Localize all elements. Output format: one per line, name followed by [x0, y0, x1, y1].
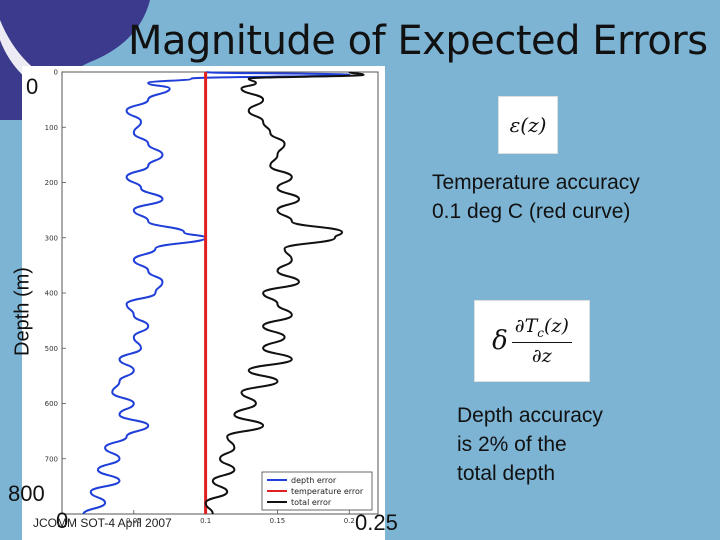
- equation-num-tail: (z): [544, 315, 569, 338]
- depth-max-label: 800: [8, 481, 45, 506]
- chart-legend: depth error temperature error total error: [261, 471, 373, 511]
- temperature-note-line-1: Temperature accuracy: [432, 171, 640, 194]
- depth-note-line-2: is 2% of the: [457, 433, 567, 456]
- y-tick-label: 700: [45, 455, 58, 463]
- y-tick-label: 200: [45, 179, 58, 187]
- x-tick-label: 0.15: [270, 517, 286, 525]
- x-tick-label: 0.05: [126, 517, 142, 525]
- depth-note-line-1: Depth accuracy: [457, 404, 603, 427]
- y-ticks: 0 100 200 300 400 500 600 700: [45, 69, 66, 463]
- depth-zero-label: 0: [26, 74, 39, 99]
- series-lines: [82, 71, 365, 515]
- equation-fraction: ∂Tc(z) ∂z: [511, 315, 572, 367]
- slide-title: Magnitude of Expected Errors: [128, 18, 708, 64]
- x-tick-label: 0.1: [200, 517, 211, 525]
- equation-numerator: ∂Tc(z): [511, 315, 572, 343]
- plot-frame: [22, 66, 385, 540]
- equation-delta: δ: [492, 326, 508, 356]
- temperature-note-line-2: 0.1 deg C (red curve): [432, 200, 631, 223]
- legend-label-depth-error: depth error: [291, 476, 337, 485]
- equation-depth-gradient: δ ∂Tc(z) ∂z: [474, 300, 590, 382]
- x-tick-label: 0.2: [344, 517, 355, 525]
- equation-epsilon-text: ε(z): [509, 113, 547, 137]
- y-tick-label: 300: [45, 234, 58, 242]
- temperature-accuracy-note: Temperature accuracy 0.1 deg C (red curv…: [432, 168, 640, 226]
- depth-accuracy-note: Depth accuracy is 2% of the total depth: [457, 401, 603, 488]
- series-line-depth-error: [82, 71, 351, 515]
- x-zero-label: 0: [56, 508, 69, 533]
- y-tick-label: 600: [45, 400, 58, 408]
- legend-label-temperature-error: temperature error: [291, 487, 364, 496]
- equation-num-main: ∂T: [514, 315, 538, 338]
- y-tick-label: 400: [45, 290, 58, 298]
- slide-footer: JCOMM SOT-4 April 2007: [33, 516, 172, 530]
- series-line-total-error: [204, 71, 365, 515]
- equation-num-sub: c: [537, 325, 545, 340]
- depth-note-line-3: total depth: [457, 462, 556, 485]
- plot-axes-box: [61, 71, 379, 515]
- y-tick-label: 0: [54, 69, 58, 77]
- equation-epsilon: ε(z): [498, 96, 558, 154]
- legend-label-total-error: total error: [291, 498, 332, 507]
- y-tick-label: 500: [45, 345, 58, 353]
- equation-denominator: ∂z: [531, 344, 552, 367]
- x-max-label: 0.25: [355, 510, 398, 535]
- y-axis-label: Depth (m): [11, 267, 34, 356]
- y-tick-label: 100: [45, 124, 58, 132]
